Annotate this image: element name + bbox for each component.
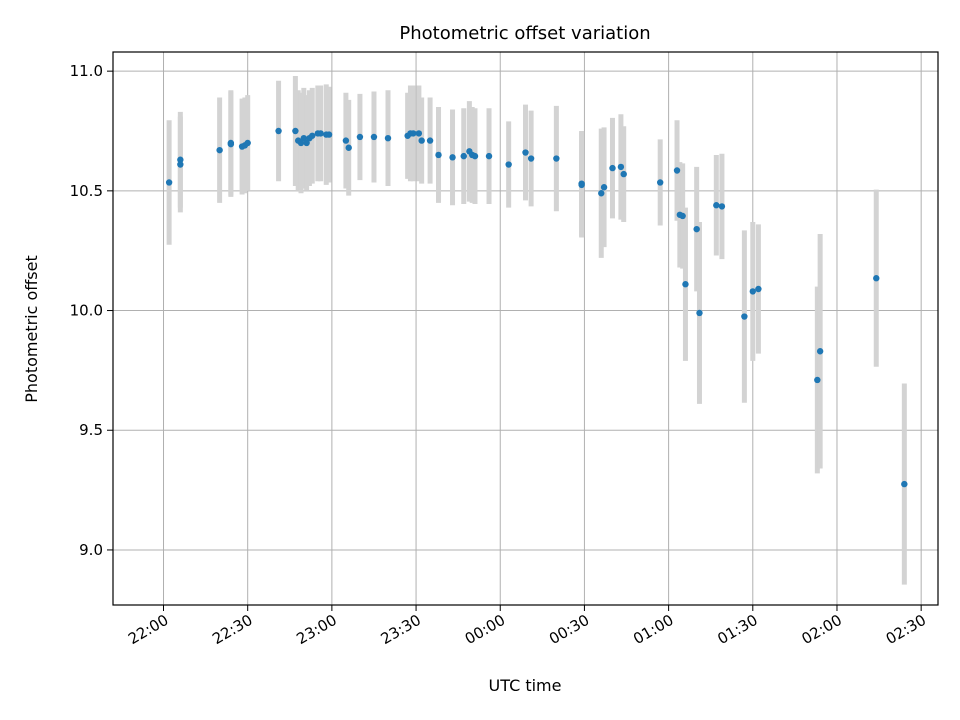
plot-area-frame <box>112 51 939 606</box>
data-point <box>527 155 535 162</box>
data-point <box>309 132 316 139</box>
x-tick-label: 23:00 <box>293 611 339 648</box>
data-point <box>415 130 423 137</box>
data-point <box>693 225 700 233</box>
data-point <box>755 285 762 293</box>
data-point <box>177 156 184 163</box>
data-point <box>505 161 512 168</box>
y-tick-label: 9.0 <box>79 541 103 559</box>
x-tick-label: 02:30 <box>883 611 929 648</box>
data-point <box>292 127 299 135</box>
data-point <box>749 288 756 295</box>
x-tick-label: 22:30 <box>209 611 255 648</box>
data-point <box>617 163 625 171</box>
x-tick-label: 00:00 <box>462 611 508 648</box>
data-point <box>598 190 605 197</box>
y-tick-label: 11.0 <box>70 62 103 80</box>
data-point <box>485 152 493 160</box>
data-point <box>165 179 173 186</box>
data-point <box>275 127 282 135</box>
y-axis-ticks: 9.0 9.5 10.0 10.5 11.0 <box>70 62 113 559</box>
data-point <box>553 155 560 162</box>
data-point <box>873 275 880 282</box>
data-point <box>600 184 608 191</box>
data-point <box>435 151 442 159</box>
data-point <box>449 154 456 161</box>
data-point <box>816 348 824 355</box>
data-point <box>696 309 703 317</box>
data-point <box>410 130 417 137</box>
error-bars <box>166 75 907 585</box>
data-point <box>460 152 467 160</box>
data-point <box>814 376 821 384</box>
x-tick-label: 01:00 <box>630 611 676 648</box>
data-point <box>216 146 223 154</box>
data-point <box>244 139 251 147</box>
x-tick-label: 02:00 <box>799 611 845 648</box>
y-tick-label: 9.5 <box>79 421 103 439</box>
data-point <box>718 203 726 210</box>
data-point <box>300 134 308 142</box>
data-point <box>384 134 392 142</box>
data-point <box>673 167 681 174</box>
x-axis-ticks: 22:00 22:30 23:00 23:30 00:00 00:30 01:00 01:30… <box>125 605 929 648</box>
x-tick-label: 01:30 <box>714 611 760 648</box>
x-tick-label: 23:30 <box>378 611 424 648</box>
x-tick-label: 22:00 <box>125 611 171 648</box>
data-point <box>901 480 908 488</box>
data-point <box>679 212 686 220</box>
data-point <box>227 140 235 148</box>
y-tick-label: 10.0 <box>70 302 103 320</box>
data-point <box>356 133 364 141</box>
y-tick-label: 10.5 <box>70 182 103 200</box>
data-point <box>620 170 627 178</box>
data-point <box>345 144 352 151</box>
data-point <box>522 149 529 156</box>
data-point <box>426 137 434 144</box>
data-point <box>609 164 616 172</box>
data-point <box>342 137 350 144</box>
data-point <box>297 139 305 147</box>
data-point <box>370 133 378 141</box>
data-point <box>578 181 585 189</box>
data-point <box>713 202 720 209</box>
x-axis-label: UTC time <box>489 676 562 695</box>
data-points <box>165 127 908 488</box>
data-point <box>682 281 689 288</box>
data-point <box>741 313 748 320</box>
chart-title: Photometric offset variation <box>399 23 650 44</box>
data-point <box>177 161 184 168</box>
data-point <box>418 137 425 144</box>
data-point <box>303 139 310 147</box>
data-point <box>656 179 664 186</box>
y-axis-label: Photometric offset <box>22 255 41 403</box>
data-point <box>471 152 479 160</box>
data-point <box>317 130 324 137</box>
x-tick-label: 00:30 <box>546 611 592 648</box>
data-point <box>325 131 333 138</box>
